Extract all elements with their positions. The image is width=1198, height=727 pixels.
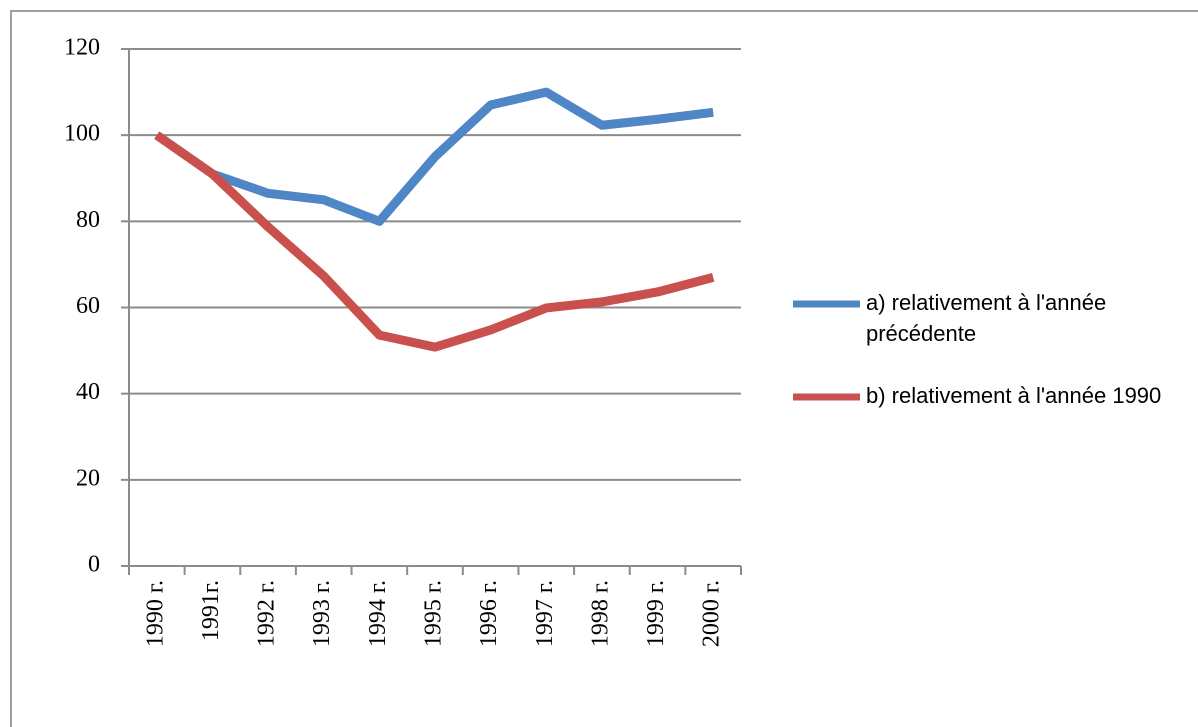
y-tick-label: 60	[76, 293, 100, 319]
y-tick-label: 0	[88, 552, 100, 578]
series-line	[154, 87, 714, 226]
x-tick-label: 1995 г.	[421, 580, 447, 647]
legend-label: b) relativement à l'année 1990	[866, 383, 1162, 408]
x-tick-label: 1996 г.	[476, 580, 502, 647]
y-tick-label: 20	[76, 465, 100, 491]
legend-label: a) relativement à l'année précédente	[866, 290, 1107, 346]
y-tick-label: 40	[76, 379, 100, 405]
x-tick-label: 1993 г.	[309, 580, 335, 647]
x-tick-label: 1998 г.	[587, 580, 613, 647]
x-tick-label: 1991г.	[198, 580, 224, 641]
y-tick-label: 80	[76, 207, 100, 233]
x-tick-label: 1999 г.	[643, 580, 669, 647]
x-tick-label: 1994 г.	[365, 580, 391, 647]
x-tick-label: 1990 г.	[142, 580, 168, 647]
chart-frame	[10, 10, 1198, 727]
x-tick-label: 1992 г.	[254, 580, 280, 647]
x-tick-label: 2000 г.	[699, 580, 725, 647]
x-tick-label: 1997 г.	[532, 580, 558, 647]
series-line	[154, 131, 715, 352]
y-tick-label: 100	[64, 121, 100, 147]
y-tick-label: 120	[64, 35, 100, 61]
